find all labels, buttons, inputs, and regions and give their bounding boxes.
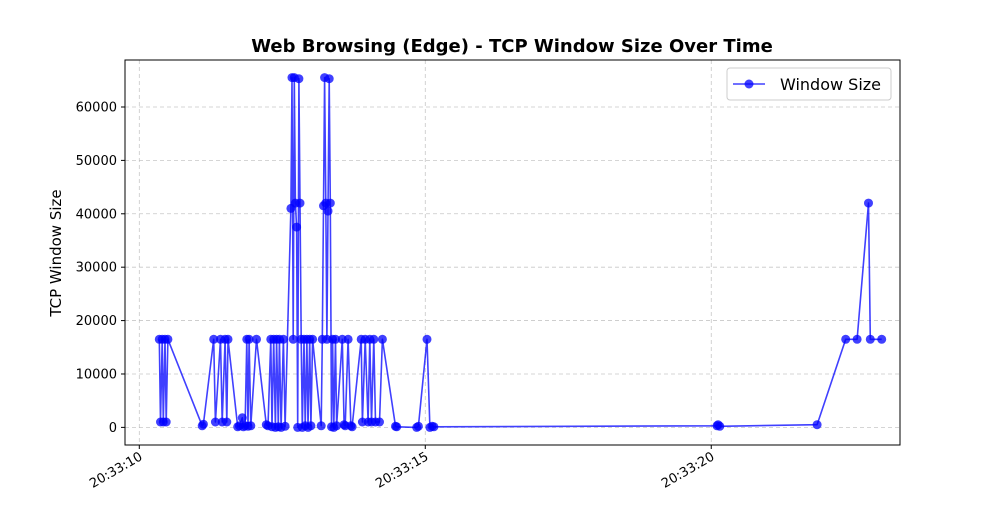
data-point <box>852 334 862 344</box>
data-point <box>316 421 326 431</box>
legend-marker-swatch <box>744 79 754 89</box>
data-point <box>223 334 233 344</box>
data-point <box>244 334 254 344</box>
data-point <box>864 198 873 208</box>
data-point <box>292 222 302 232</box>
data-point <box>161 417 171 427</box>
data-point <box>252 334 261 344</box>
data-point <box>246 421 256 431</box>
data-point <box>413 421 423 431</box>
y-tick-label: 50000 <box>76 154 117 169</box>
chart-title: Web Browsing (Edge) - TCP Window Size Ov… <box>251 36 773 57</box>
y-axis: 0 10000 20000 30000 40000 50000 60000 <box>76 100 125 436</box>
data-point <box>392 422 402 432</box>
data-point <box>841 334 851 344</box>
data-point <box>325 198 335 208</box>
legend: Window Size <box>726 67 892 101</box>
y-tick-label: 10000 <box>76 367 117 382</box>
y-tick-label: 40000 <box>76 207 117 222</box>
data-point <box>369 334 379 344</box>
plot-area-frame <box>124 59 901 446</box>
data-point <box>288 334 298 344</box>
data-point <box>331 334 340 344</box>
data-point <box>280 421 290 431</box>
data-point <box>209 334 219 344</box>
data-point <box>294 74 304 84</box>
data-point <box>237 413 247 423</box>
data-point <box>210 417 220 427</box>
data-point <box>306 421 316 431</box>
y-tick-label: 30000 <box>76 261 117 276</box>
data-point <box>222 417 232 427</box>
data-point <box>278 334 288 344</box>
data-point <box>715 421 725 431</box>
data-point <box>332 421 342 431</box>
data-point <box>347 422 357 432</box>
series-layer <box>154 73 887 432</box>
data-point <box>323 206 333 216</box>
legend-label-window-size: Window Size <box>780 75 881 94</box>
y-axis-label: TCP Window Size <box>47 189 65 317</box>
data-point <box>198 419 208 429</box>
data-point <box>377 334 387 344</box>
data-point <box>163 334 173 344</box>
data-point <box>343 334 353 344</box>
legend-box <box>726 67 892 101</box>
data-point <box>877 334 887 344</box>
y-tick-label: 0 <box>109 421 117 436</box>
data-point <box>429 422 439 432</box>
data-point <box>422 334 432 344</box>
data-point <box>865 334 875 344</box>
data-point <box>295 198 305 208</box>
y-tick-label: 60000 <box>76 100 117 115</box>
data-point <box>812 420 822 430</box>
y-tick-label: 20000 <box>76 314 117 329</box>
data-point <box>375 417 384 427</box>
data-point <box>324 74 334 84</box>
data-point <box>308 334 318 344</box>
